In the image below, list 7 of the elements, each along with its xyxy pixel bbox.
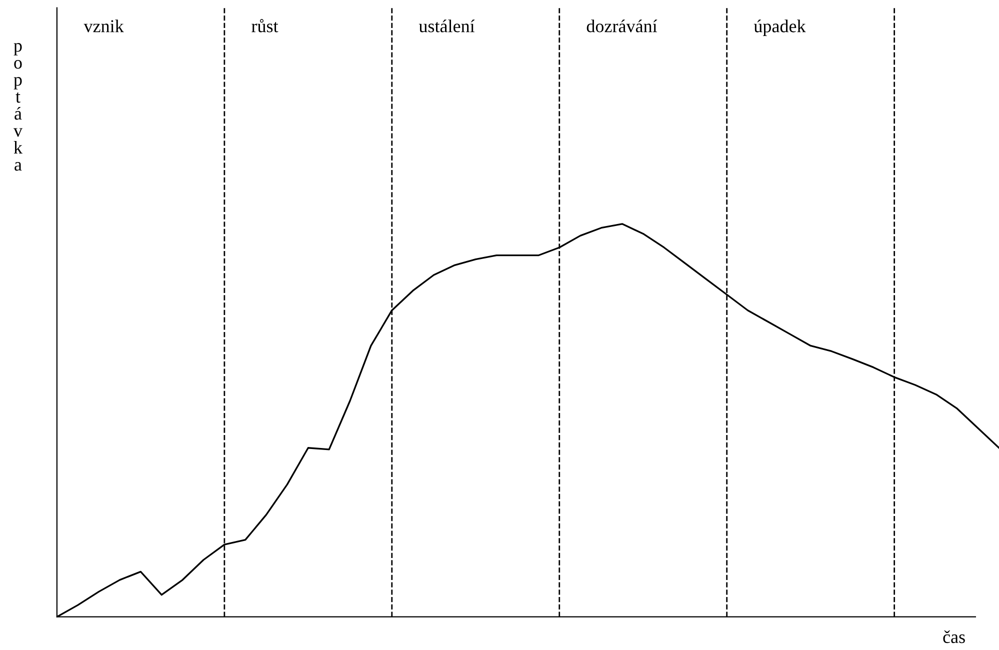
text: vznik xyxy=(84,20,124,32)
text: úpadek xyxy=(754,20,806,36)
text: ustálení xyxy=(418,20,475,32)
x-axis-title: čas xyxy=(943,630,965,644)
text: růst xyxy=(252,19,278,32)
text: dozrávání xyxy=(586,20,658,32)
y-axis-title: poptávka xyxy=(13,43,22,171)
